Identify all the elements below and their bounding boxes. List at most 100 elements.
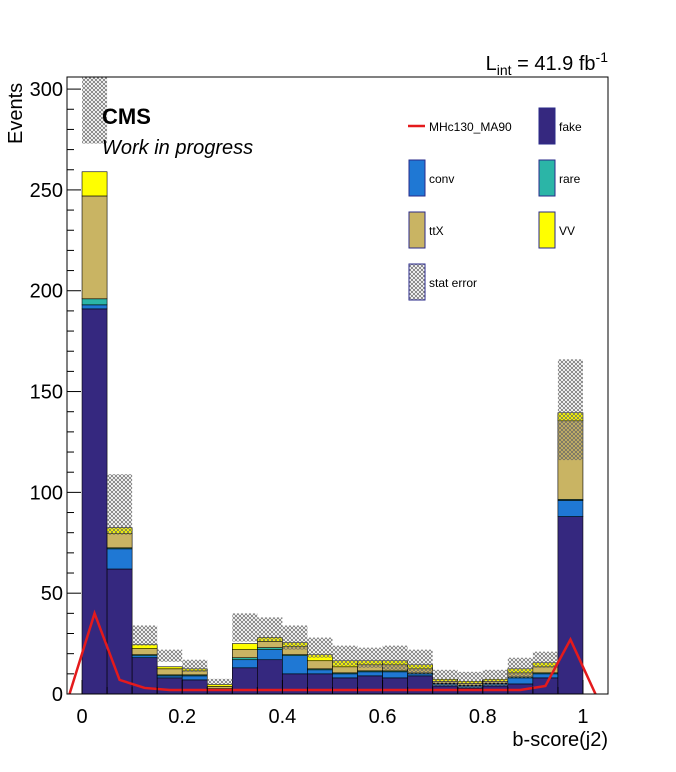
legend-swatch-vv xyxy=(538,211,556,249)
lumi-main: L xyxy=(486,53,497,75)
legend-label-mhc130-ma90: MHc130_MA90 xyxy=(429,120,512,134)
bar-fake xyxy=(106,568,133,695)
stat-error-band xyxy=(357,647,383,668)
stat-error-band xyxy=(432,669,458,686)
bar-conv xyxy=(181,675,208,681)
stat-error-band xyxy=(482,669,508,686)
bar-conv xyxy=(81,304,108,310)
bar-ttx xyxy=(332,666,358,674)
lumi-label: Lint = 41.9 fb-1 xyxy=(486,49,609,78)
x-axis-title: b-score(j2) xyxy=(512,729,608,751)
extra-label: Work in progress xyxy=(102,137,253,159)
x-tick-label: 0.2 xyxy=(168,706,196,728)
bar-conv xyxy=(106,548,133,570)
cms-label: CMS xyxy=(102,104,151,129)
stat-error-band xyxy=(332,645,358,666)
stat-error-band xyxy=(82,77,108,144)
x-tick-label: 0.4 xyxy=(268,706,296,728)
legend-label-stat-error: stat error xyxy=(429,276,477,290)
stat-error-band xyxy=(507,657,533,678)
legend-swatch-rare xyxy=(538,159,556,197)
bar-fake xyxy=(407,675,433,695)
bar-conv xyxy=(407,673,433,677)
bar-fake xyxy=(156,677,183,695)
lumi-sup: -1 xyxy=(596,49,609,65)
stat-error-band xyxy=(207,678,233,685)
bar-conv xyxy=(232,659,258,669)
x-axis: 0 0.2 0.4 0.6 0.8 1 xyxy=(76,680,589,728)
bar-ttx xyxy=(106,533,133,549)
bar-conv xyxy=(332,673,358,679)
stat-error-band xyxy=(107,474,133,535)
stat-error-band xyxy=(282,625,308,650)
stat-error-band xyxy=(182,659,208,672)
y-tick-label: 0 xyxy=(52,684,63,706)
y-tick-label: 100 xyxy=(30,482,63,504)
y-tick-label: 50 xyxy=(41,583,63,605)
stat-error-band xyxy=(557,359,583,461)
stat-error-band xyxy=(407,649,433,674)
legend-swatch-ttx xyxy=(408,211,426,249)
y-axis-title: Events xyxy=(5,83,27,144)
y-tick-label: 300 xyxy=(30,79,63,101)
bar-fake xyxy=(557,516,584,695)
bar-vv xyxy=(232,643,258,650)
lumi-value: = 41.9 fb xyxy=(512,53,596,75)
bar-ttx xyxy=(206,686,233,689)
bar-vv xyxy=(156,666,183,670)
bar-ttx xyxy=(257,641,283,648)
legend-label-vv: VV xyxy=(559,224,575,238)
stat-error-bands xyxy=(82,77,583,688)
bar-conv xyxy=(282,655,308,675)
stat-error-band xyxy=(232,613,258,642)
legend: MHc130_MA90 fake conv rare ttX VV stat error xyxy=(408,107,582,301)
stat-error-band xyxy=(382,645,408,670)
stat-error-band xyxy=(457,671,483,688)
bar-conv xyxy=(156,675,183,679)
x-tick-label: 0.8 xyxy=(469,706,497,728)
bar-ttx xyxy=(307,660,333,670)
bar-fake xyxy=(332,677,358,695)
bar-conv xyxy=(507,677,534,685)
bar-rare xyxy=(257,647,283,650)
stacked-bars xyxy=(81,171,584,695)
bar-ttx xyxy=(156,668,183,676)
legend-label-ttx: ttX xyxy=(429,224,444,238)
stat-error-band xyxy=(257,617,283,642)
bar-conv xyxy=(382,671,408,679)
legend-label-fake: fake xyxy=(559,120,582,134)
plot-frame xyxy=(66,76,609,695)
bar-ttx xyxy=(232,649,258,659)
bar-fake xyxy=(81,308,108,695)
x-tick-label: 0.6 xyxy=(369,706,397,728)
bar-conv xyxy=(257,649,283,661)
bar-rare xyxy=(232,657,258,661)
legend-swatch-stat-error xyxy=(408,263,426,301)
bar-fake xyxy=(357,675,383,695)
legend-swatch-fake xyxy=(538,107,556,145)
legend-label-rare: rare xyxy=(559,172,581,186)
legend-swatch-conv xyxy=(408,159,426,197)
bar-conv xyxy=(532,673,559,679)
legend-label-conv: conv xyxy=(429,172,454,186)
y-tick-label: 200 xyxy=(30,281,63,303)
bar-vv xyxy=(81,171,108,197)
bar-conv xyxy=(131,655,158,659)
stat-error-band xyxy=(307,637,333,658)
bar-conv xyxy=(357,671,383,677)
bar-ttx xyxy=(81,195,108,300)
lumi-sub: int xyxy=(497,62,512,78)
bar-rare xyxy=(81,298,108,306)
bar-conv xyxy=(307,669,333,675)
stat-error-band xyxy=(532,651,558,668)
bar-fake xyxy=(181,679,208,695)
bar-ttx xyxy=(131,648,158,655)
stat-error-band xyxy=(157,649,183,662)
y-tick-label: 150 xyxy=(30,382,63,404)
stat-error-band xyxy=(132,625,158,646)
y-axis: 0 50 100 150 200 250 300 xyxy=(30,79,81,706)
bar-fake xyxy=(382,677,408,695)
y-tick-label: 250 xyxy=(30,180,63,202)
x-tick-label: 1 xyxy=(577,706,588,728)
